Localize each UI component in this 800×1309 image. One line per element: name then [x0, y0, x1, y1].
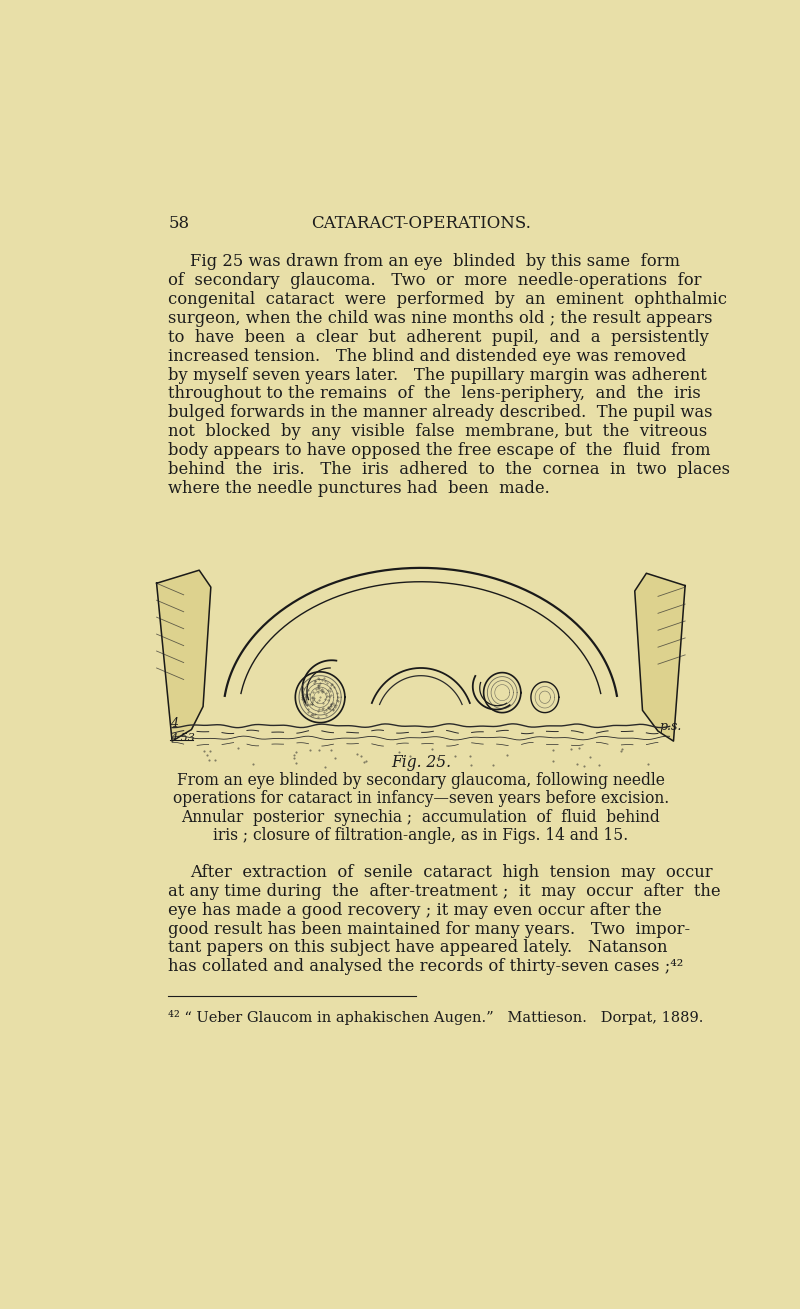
Text: good result has been maintained for many years.   Two  impor-: good result has been maintained for many…	[168, 920, 690, 937]
Text: has collated and analysed the records of thirty-seven cases ;⁴²: has collated and analysed the records of…	[168, 958, 683, 975]
Text: throughout to the remains  of  the  lens-periphery,  and  the  iris: throughout to the remains of the lens-pe…	[168, 385, 701, 402]
Text: ⁴² “ Ueber Glaucom in aphakischen Augen.”   Mattieson.   Dorpat, 1889.: ⁴² “ Ueber Glaucom in aphakischen Augen.…	[168, 1011, 703, 1025]
Polygon shape	[634, 573, 685, 741]
Text: 4·53: 4·53	[170, 733, 194, 744]
Text: tant papers on this subject have appeared lately.   Natanson: tant papers on this subject have appeare…	[168, 940, 668, 957]
Text: at any time during  the  after-treatment ;  it  may  occur  after  the: at any time during the after-treatment ;…	[168, 882, 721, 899]
Text: CATARACT-OPERATIONS.: CATARACT-OPERATIONS.	[311, 215, 530, 232]
Text: iris ; closure of filtration-angle, as in Figs. 14 and 15.: iris ; closure of filtration-angle, as i…	[214, 826, 629, 843]
Text: by myself seven years later.   The pupillary margin was adherent: by myself seven years later. The pupilla…	[168, 367, 707, 384]
Text: Fig. 25.: Fig. 25.	[391, 754, 451, 771]
Text: body appears to have opposed the free escape of  the  fluid  from: body appears to have opposed the free es…	[168, 442, 710, 459]
Text: increased tension.   The blind and distended eye was removed: increased tension. The blind and distend…	[168, 348, 686, 365]
Text: behind  the  iris.   The  iris  adhered  to  the  cornea  in  two  places: behind the iris. The iris adhered to the…	[168, 461, 730, 478]
Text: 58: 58	[168, 215, 190, 232]
Text: to  have  been  a  clear  but  adherent  pupil,  and  a  persistently: to have been a clear but adherent pupil,…	[168, 329, 709, 346]
Text: eye has made a good recovery ; it may even occur after the: eye has made a good recovery ; it may ev…	[168, 902, 662, 919]
Text: not  blocked  by  any  visible  false  membrane, but  the  vitreous: not blocked by any visible false membran…	[168, 423, 707, 440]
Text: bulged forwards in the manner already described.  The pupil was: bulged forwards in the manner already de…	[168, 404, 713, 421]
Text: From an eye blinded by secondary glaucoma, following needle: From an eye blinded by secondary glaucom…	[177, 772, 665, 789]
Text: surgeon, when the child was nine months old ; the result appears: surgeon, when the child was nine months …	[168, 310, 713, 327]
Text: After  extraction  of  senile  cataract  high  tension  may  occur: After extraction of senile cataract high…	[190, 864, 713, 881]
Text: operations for cataract in infancy—seven years before excision.: operations for cataract in infancy—seven…	[173, 791, 669, 808]
Text: p.s.: p.s.	[659, 720, 682, 733]
Text: Fig 25 was drawn from an eye  blinded  by this same  form: Fig 25 was drawn from an eye blinded by …	[190, 254, 680, 271]
Text: congenital  cataract  were  performed  by  an  eminent  ophthalmic: congenital cataract were performed by an…	[168, 291, 727, 308]
Text: where the needle punctures had  been  made.: where the needle punctures had been made…	[168, 479, 550, 496]
Text: Annular  posterior  synechia ;  accumulation  of  fluid  behind: Annular posterior synechia ; accumulatio…	[182, 809, 660, 826]
Text: 4: 4	[170, 716, 178, 729]
Text: of  secondary  glaucoma.   Two  or  more  needle-operations  for: of secondary glaucoma. Two or more needl…	[168, 272, 702, 289]
Polygon shape	[157, 571, 211, 741]
